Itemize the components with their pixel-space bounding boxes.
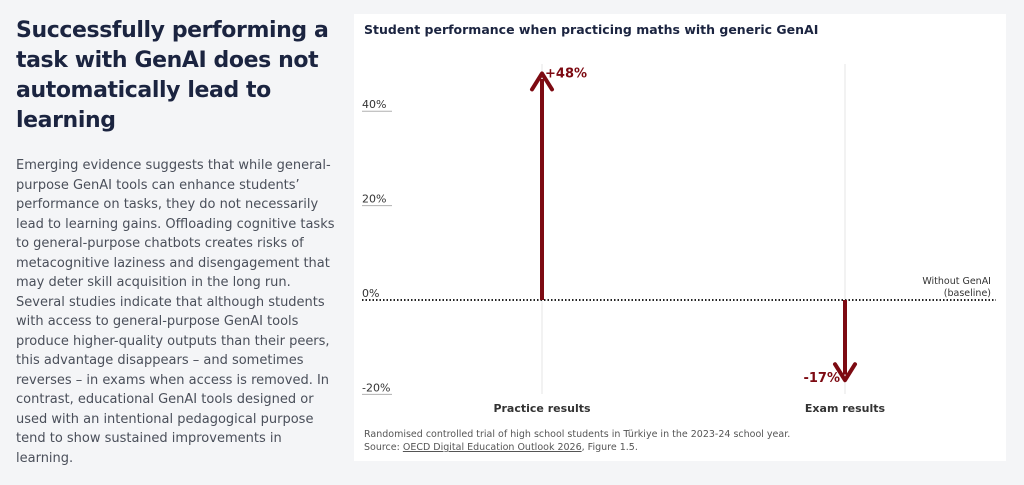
- y-tick-label: 20%: [362, 193, 386, 206]
- footnote-source: Source: OECD Digital Education Outlook 2…: [364, 441, 790, 454]
- source-suffix: , Figure 1.5.: [581, 442, 638, 453]
- data-label-1: +48%: [545, 66, 587, 81]
- y-tick-label: 0%: [362, 287, 379, 300]
- footnote-note: Randomised controlled trial of high scho…: [364, 429, 791, 440]
- bar-arrow-head-2: [833, 362, 857, 383]
- y-tick-label: -20%: [362, 381, 390, 394]
- data-label-2: -17%: [803, 371, 840, 386]
- page-headline: Successfully performing a task with GenA…: [16, 18, 329, 133]
- x-category-label: Practice results: [493, 402, 591, 415]
- left-panel: Successfully performing a task with GenA…: [16, 16, 336, 468]
- source-prefix: Source:: [364, 442, 403, 453]
- baseline-label-line1: Without GenAI: [922, 276, 991, 287]
- y-tick-label: 40%: [362, 98, 386, 111]
- chart-card: Student performance when practicing math…: [354, 14, 1006, 461]
- chart-title: Student performance when practicing math…: [364, 22, 819, 37]
- source-link[interactable]: OECD Digital Education Outlook 2026: [402, 442, 582, 453]
- x-category-label: Exam results: [805, 402, 886, 415]
- bar-arrow-head-1: [530, 71, 554, 92]
- baseline-label-line2: (baseline): [944, 288, 991, 299]
- footnote: Randomised controlled trial of high scho…: [364, 428, 790, 454]
- body-paragraph: Emerging evidence suggests that while ge…: [16, 158, 335, 466]
- chart-svg: 40% 20% 0% -20% Without GenAI(baseline) +48% -…: [362, 64, 996, 415]
